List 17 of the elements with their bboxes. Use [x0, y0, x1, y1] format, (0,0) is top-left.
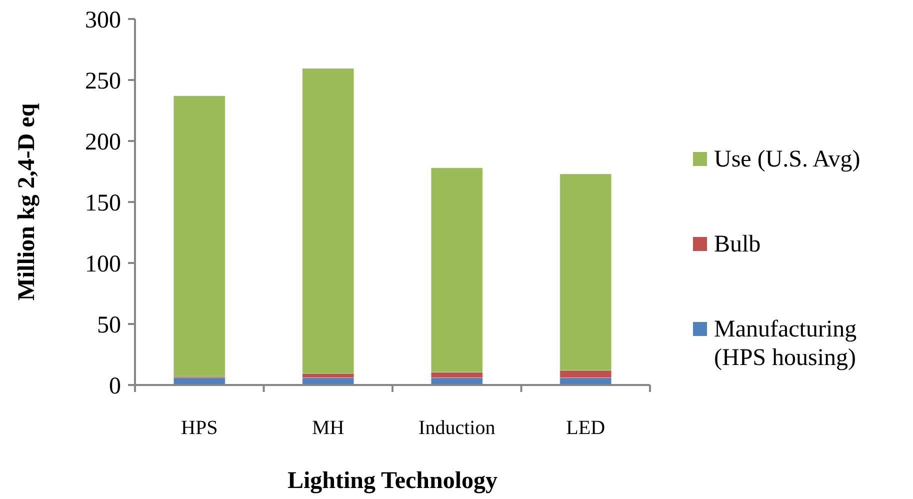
y-tick-label: 150: [85, 190, 121, 216]
x-tick-label: HPS: [181, 417, 218, 439]
y-tick-label: 100: [85, 251, 121, 278]
legend-label: Use (U.S. Avg): [714, 146, 860, 172]
y-axis-title: Million kg 2,4-D eq: [14, 102, 40, 301]
x-axis-title: Lighting Technology: [287, 468, 498, 494]
bar: [302, 68, 354, 374]
y-tick-label: 0: [109, 373, 121, 400]
y-tick-label: 200: [85, 129, 121, 156]
x-tick-label: MH: [312, 417, 344, 439]
legend-label: Bulb: [714, 231, 761, 258]
y-tick-label: 300: [85, 7, 121, 34]
x-tick-label: LED: [566, 417, 606, 439]
y-tick-label: 250: [85, 68, 121, 94]
x-tick-label: Induction: [418, 417, 496, 439]
y-tick-label: 50: [97, 312, 121, 338]
legend-label: Manufacturing (HPS housing): [714, 316, 857, 372]
